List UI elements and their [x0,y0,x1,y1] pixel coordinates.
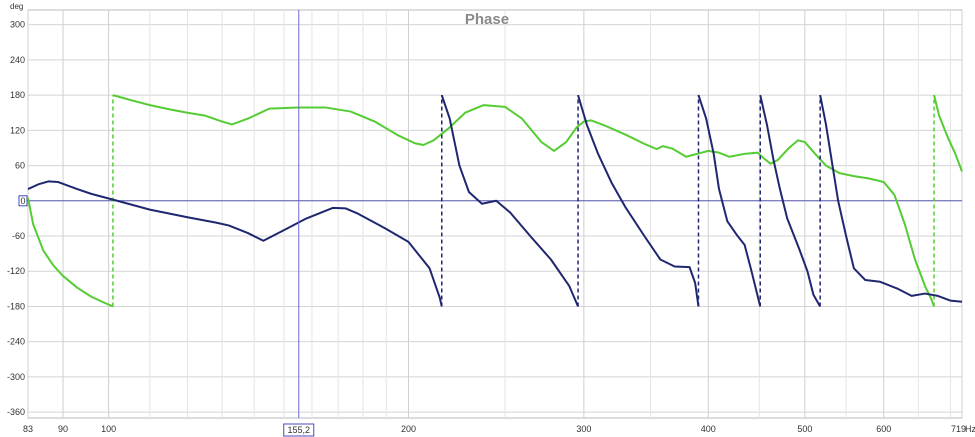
series-group [27,94,963,308]
y-tick-label: -300 [7,372,25,382]
y-tick-label: 120 [10,125,25,135]
x-tick-label: 83 [23,424,33,434]
series-2-line [697,94,762,307]
chart-title: Phase [465,11,509,28]
x-tick-label: 200 [401,424,416,434]
y-tick-label: 300 [10,20,25,30]
series-2-group [27,94,963,307]
y-tick-label: -120 [7,266,25,276]
y-tick-label: 60 [15,161,25,171]
cursor[interactable]: 155,2 [283,10,315,437]
y-tick-label: 240 [10,55,25,65]
y-axis-unit: deg [10,2,23,11]
series-1-line [112,94,935,307]
x-tick-label: 100 [101,424,116,434]
x-tick-label: 300 [576,424,591,434]
cursor-readout-box [283,423,315,437]
x-tick-label: 600 [876,424,891,434]
zero-marker-label: 0 [20,196,25,206]
x-tick-label: 500 [797,424,812,434]
x-tick-label: 719 [951,424,966,434]
series-1-line [27,197,114,308]
x-tick-label: 400 [701,424,716,434]
y-tick-label: -240 [7,337,25,347]
y-tick-label: 180 [10,90,25,100]
series-2-line [759,94,822,307]
series-1-line [933,94,963,172]
cursor-readout: 155,2 [287,425,310,435]
series-1-group [27,94,963,308]
y-tick-label: -360 [7,407,25,417]
y-tick-label: -60 [12,231,25,241]
series-2-line [819,94,963,303]
zero-marker-box [18,195,28,207]
series-2-line [577,94,700,307]
x-axis-unit: Hz [965,424,975,434]
x-tick-label: 90 [58,424,68,434]
grid [27,9,963,419]
y-tick-label: -180 [7,301,25,311]
series-2-line [27,180,443,307]
series-2-line [440,94,579,307]
